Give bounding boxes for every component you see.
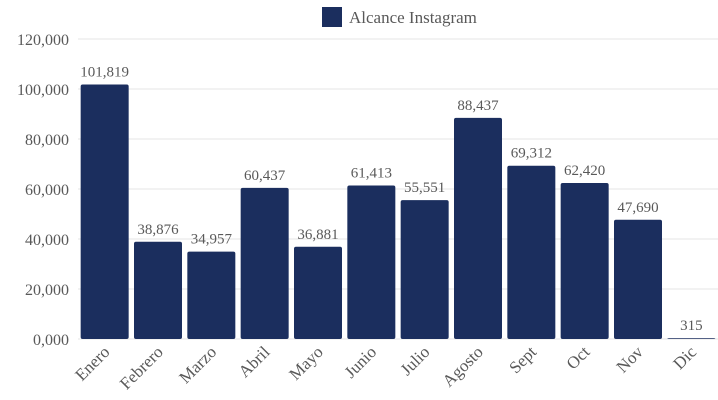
bar [667,338,716,339]
y-tick-label: 80,000 [25,132,69,149]
data-label: 101,819 [80,64,129,80]
x-category-label: Julio [397,342,434,379]
data-label: 60,437 [244,168,286,184]
bar [347,185,396,339]
y-tick-label: 120,000 [17,32,69,49]
x-category-label: Abril [235,342,274,381]
gridlines [78,38,718,340]
y-tick-label: 40,000 [25,232,69,249]
bar [80,84,129,339]
x-axis-category-labels: Enero Febrero Marzo Abril Mayo Junio Julio Agos… [71,342,700,393]
bar [400,200,449,339]
y-tick-label: 60,000 [25,182,69,199]
y-tick-label: 0,000 [33,332,69,349]
x-category-label: Oct [563,342,594,373]
data-label: 34,957 [191,232,233,248]
data-label: 55,551 [404,180,445,196]
x-category-label: Nov [613,342,647,376]
data-label: 36,881 [297,227,338,243]
y-axis-tick-labels: 0,000 20,000 40,000 60,000 80,000 100,000 120,… [17,32,69,349]
bar [507,165,556,339]
x-category-label: Febrero [116,342,167,393]
y-tick-label: 100,000 [17,82,69,99]
x-category-label: Agosto [439,342,487,390]
bar [240,187,289,339]
x-category-label: Enero [71,342,113,384]
bar [134,241,182,339]
bar [454,117,502,339]
data-label: 88,437 [457,98,499,114]
legend-label: Alcance Instagram [349,8,477,27]
legend-swatch [322,7,342,27]
data-label: 47,690 [617,200,658,216]
x-category-label: Junio [341,342,380,381]
bar [614,219,662,339]
data-label: 315 [680,318,703,334]
y-tick-label: 20,000 [25,282,69,299]
data-label: 38,876 [137,222,179,238]
data-label: 62,420 [564,163,605,179]
bar [187,251,236,339]
x-category-label: Sept [505,342,540,377]
x-category-label: Marzo [175,342,220,387]
bar [560,182,609,339]
legend: Alcance Instagram [322,7,477,27]
data-label: 61,413 [351,165,392,181]
bar [294,246,342,339]
x-category-label: Mayo [285,342,326,383]
data-labels: 101,819 38,876 34,957 60,437 36,881 61,413 55,… [80,64,702,334]
x-category-label: Dic [669,342,700,373]
data-label: 69,312 [511,146,552,162]
bars [80,84,716,339]
